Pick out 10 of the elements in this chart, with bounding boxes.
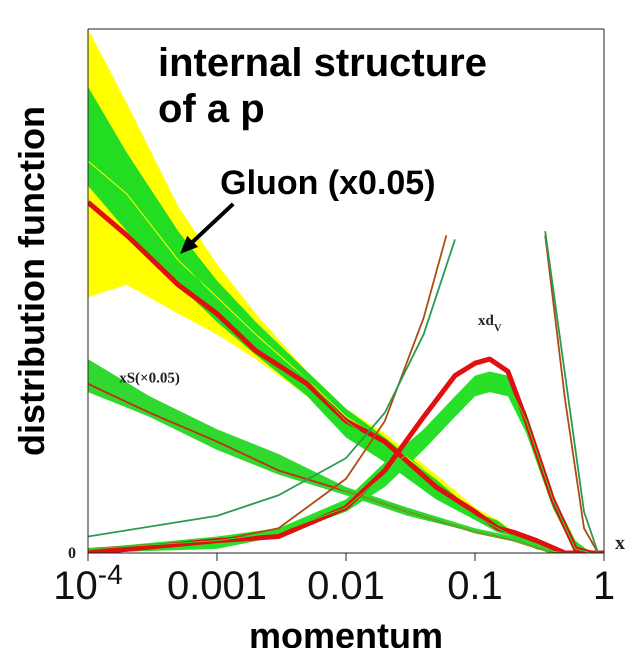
x-tick-label: 0.1 — [447, 564, 503, 608]
annotation: xd$_{V}$ — [478, 313, 502, 334]
annotation: xS(×0.05) — [119, 370, 180, 387]
annotation: Gluon (x0.05) — [220, 164, 436, 202]
y-axis-title: distribution function — [11, 106, 53, 456]
x-tick-label: 1 — [592, 564, 616, 608]
chart-title: internal structure of a p — [158, 40, 488, 132]
text: x — [615, 532, 625, 554]
x-tick-label: 0.001 — [166, 564, 268, 608]
x-tick-label: 0.01 — [307, 564, 385, 608]
